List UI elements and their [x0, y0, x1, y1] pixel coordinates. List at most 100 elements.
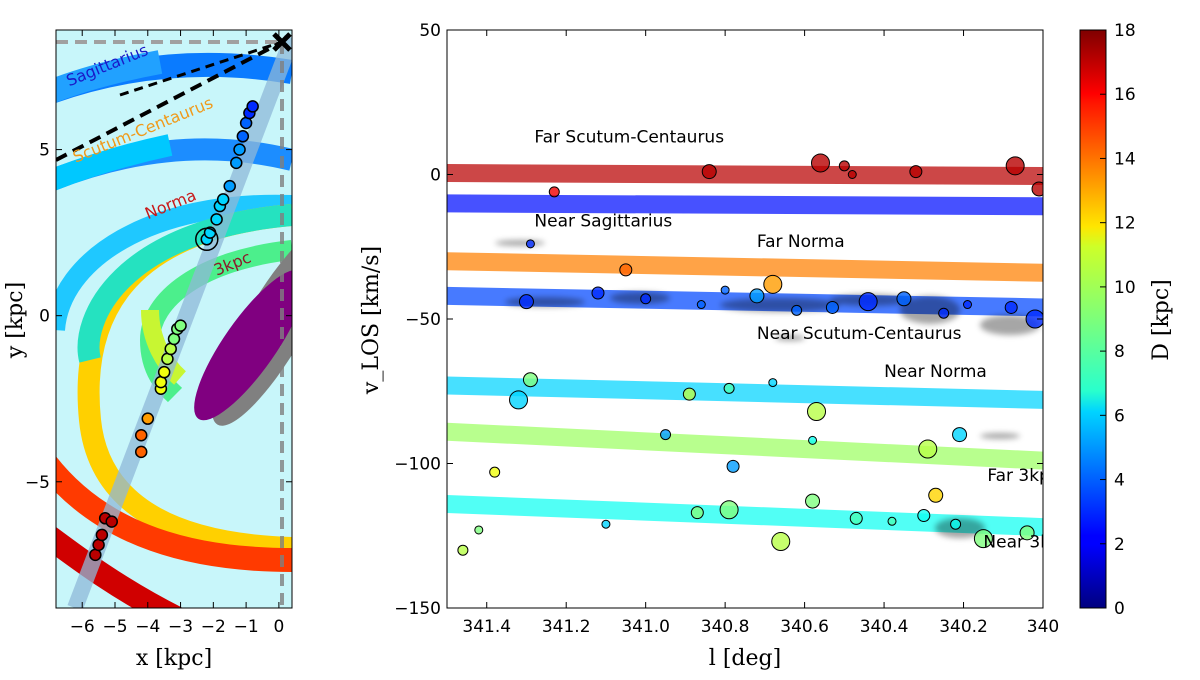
left-data-point [105, 515, 118, 528]
right-data-point [791, 304, 803, 316]
right-data-point [1005, 156, 1025, 176]
right-data-point [548, 186, 560, 198]
right-data-point [849, 511, 863, 525]
right-data-point [917, 509, 931, 523]
colorbar-tick-label: 4 [1114, 471, 1125, 491]
right-data-point [474, 525, 484, 535]
right-data-point [838, 160, 850, 172]
left-x-tick-label: −4 [135, 617, 160, 637]
left-x-tick-label: −5 [102, 617, 127, 637]
right-x-tick-label: 340.4 [860, 617, 909, 637]
colorbar: 0 2 4 6 8 10 12 14 16 18 D [kpc] [1079, 21, 1174, 619]
left-data-point [223, 179, 236, 193]
right-x-tick-label: 340.2 [939, 617, 988, 637]
right-x-tick-label: 340.8 [701, 617, 750, 637]
colorbar-tick-label: 14 [1114, 149, 1136, 169]
right-data-point [1019, 525, 1035, 541]
left-data-point [157, 365, 171, 379]
left-y-tick-label: −5 [25, 473, 50, 493]
right-data-point [696, 300, 706, 310]
right-data-point [640, 293, 652, 305]
right-data-point [887, 516, 897, 526]
left-highlight-circle [195, 227, 219, 252]
right-data-point [1025, 309, 1043, 329]
band-label: Far 3kpc [987, 466, 1059, 486]
fov-boundary-upper [56, 40, 283, 162]
left-x-ticks: −6 −5 −4 −3 −2 −1 0 [70, 30, 284, 637]
right-data-point [771, 532, 791, 552]
velocity-band [447, 252, 1043, 282]
colorbar-gradient [1079, 29, 1107, 609]
left-x-axis-label: x [kpc] [136, 646, 212, 671]
right-x-tick-label: 340 [1027, 617, 1059, 637]
left-x-tick-label: −2 [201, 617, 226, 637]
right-y-axis-label: v_LOS [km/s] [359, 246, 384, 395]
band-label: Far Scutum-Centaurus [534, 128, 724, 148]
right-x-tick-label: 341.4 [462, 617, 511, 637]
right-data-point [619, 263, 633, 277]
colorbar-tick-label: 16 [1114, 85, 1136, 105]
colorbar-tick-label: 6 [1114, 406, 1125, 426]
right-y-tick-label: 0 [430, 166, 441, 186]
right-plot-area: Far Scutum-Centaurus Near Sagittarius Far … [447, 30, 1070, 608]
band-label: Near 3kpc [983, 532, 1070, 552]
right-data-point [719, 500, 739, 520]
right-data-point [810, 153, 830, 173]
right-data-point [847, 170, 857, 179]
colorbar-tick-label: 10 [1114, 278, 1136, 298]
left-data-point [210, 213, 223, 226]
right-data-point [938, 307, 950, 319]
right-data-point [950, 518, 962, 530]
right-y-tick-label: 50 [419, 21, 441, 41]
colorbar-label: D [kpc] [1149, 279, 1174, 361]
band-labels: Far Scutum-Centaurus Near Sagittarius Far … [534, 128, 1070, 553]
right-y-tick-label: −100 [394, 455, 441, 475]
right-x-ticks: 341.4 341.2 341.0 340.8 340.6 340.4 340.2 340 [462, 30, 1059, 637]
right-data-point [701, 164, 717, 180]
colorbar-tick-label: 18 [1114, 21, 1136, 41]
left-x-tick-label: −1 [234, 617, 259, 637]
right-data-point [825, 300, 839, 314]
right-data-point [518, 294, 534, 310]
arm-3kpc-yellow [141, 309, 187, 385]
left-y-axis-label: y [kpc] [3, 282, 28, 359]
arm-norma-mid [77, 204, 292, 363]
right-data-point [808, 435, 818, 445]
left-x-tick-label: −3 [168, 617, 193, 637]
left-y-tick-label: 0 [39, 307, 50, 327]
right-data-point [525, 239, 535, 249]
right-data-point [1004, 300, 1018, 314]
arm-sagittarius-far [56, 526, 183, 608]
colorbar-tick-label: 12 [1114, 214, 1136, 234]
right-points [457, 153, 1043, 556]
arm-scutum-centaurus-edge [56, 134, 173, 191]
arm-sagittarius-inner [56, 50, 163, 103]
sun-marker [272, 32, 292, 52]
right-data-point [690, 506, 704, 520]
right-data-point [768, 378, 778, 388]
colorbar-ticks: 0 2 4 6 8 10 12 14 16 18 [1100, 21, 1136, 619]
band-label: Near Norma [884, 362, 987, 382]
right-data-point [489, 466, 501, 478]
right-panel: Far Scutum-Centaurus Near Sagittarius Far … [359, 21, 1070, 671]
galactic-bar-purple [194, 269, 292, 421]
right-data-point [601, 519, 611, 529]
left-data-point [134, 445, 148, 459]
velocity-band [447, 422, 1043, 470]
right-data-point [763, 274, 783, 294]
right-y-tick-label: −150 [394, 599, 441, 619]
right-x-tick-label: 341.2 [542, 617, 591, 637]
left-y-tick-label: 5 [39, 141, 50, 161]
band-label: Near Scutum-Centaurus [757, 324, 962, 344]
left-data-point [216, 193, 230, 206]
right-data-point [963, 300, 973, 310]
colorbar-tick-label: 2 [1114, 535, 1125, 555]
right-data-point [909, 165, 923, 179]
right-y-ticks: 50 0 −50 −100 −150 [394, 21, 1043, 619]
left-data-point [95, 528, 109, 542]
spiral-arms [56, 35, 292, 608]
right-data-point [858, 292, 878, 312]
right-x-tick-label: 341.0 [621, 617, 670, 637]
